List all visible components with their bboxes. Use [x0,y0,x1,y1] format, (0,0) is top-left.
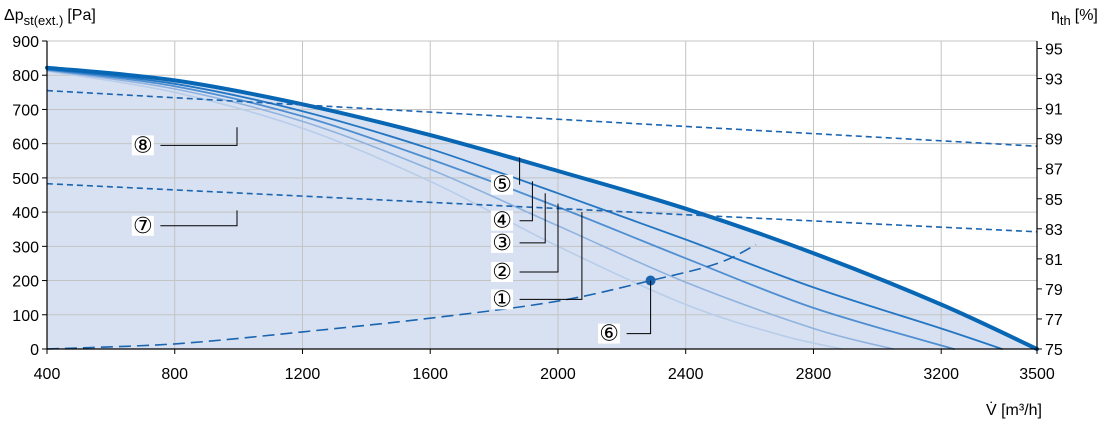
y-right-tick-label: 89 [1045,132,1063,149]
y-right-tick-label: 83 [1045,222,1063,239]
fan-curve-5 [45,65,1039,351]
callout-label: ⑥ [599,322,619,347]
callout-label: ⑤ [492,173,512,198]
y-right-title-unit: [%] [1075,7,1098,24]
y-left-axis-title: Δpst(ext.) [Pa] [4,7,96,28]
y-right-title-sub: th [1060,13,1071,28]
y-right-tick-label: 75 [1045,342,1063,359]
y-left-tick-label: 500 [12,171,39,188]
y-right-tick-label: 77 [1045,312,1063,329]
callout-badge [131,215,154,236]
fan-curves [45,65,1039,351]
y-right-tick-label: 93 [1045,72,1063,89]
system-curve [46,243,757,350]
y-left-title-unit: [Pa] [67,7,95,24]
callout-label: ③ [492,231,512,256]
fan-curve-1 [46,70,843,350]
callout-badge [491,289,514,310]
callout-label: ① [492,287,512,312]
y-left-title-sub: st(ext.) [24,13,64,28]
callouts: ①② ③④ ⑤ ⑥ ⑦ ⑧ [131,127,652,347]
efficiency-curve-8 [46,89,1038,147]
x-tick-label: 1600 [412,366,448,383]
callout-badge [598,323,621,344]
y-left-tick-label: 100 [12,308,39,325]
callout-badge [491,262,514,282]
axes: 400 800 1200 1600 2000 2400 2800 3200 3500 0 100 20… [12,34,1063,383]
callout-label: ⑦ [133,214,153,239]
y-right-tick-label: 85 [1045,192,1063,209]
y-left-tick-label: 800 [12,68,39,85]
y-right-tick-label: 79 [1045,282,1063,299]
x-tick-label: 2000 [540,366,576,383]
callout-badge [491,174,514,195]
callout-leader [626,280,652,335]
callout-leader [160,127,238,146]
y-left-tick-label: 200 [12,274,39,291]
y-left-tick-label: 900 [12,34,39,51]
callout-label: ④ [492,209,512,234]
dashed-curves [46,89,1038,350]
y-left-tick-label: 600 [12,137,39,154]
y-right-title-main: η [1051,7,1060,24]
x-axis-title: V̇ [m³/h] [986,401,1042,419]
fan-curve-2 [46,69,895,350]
callout-leader [519,181,533,222]
callout-leader [160,210,238,227]
callout-badge [491,210,514,231]
x-tick-label: 3500 [1019,366,1055,383]
callout-label: ② [492,260,512,285]
efficiency-curve-7 [46,182,1038,233]
x-tick-label: 2400 [668,366,704,383]
fan-curve-4 [46,68,1003,350]
y-right-tick-label: 95 [1045,42,1063,59]
x-tick-label: 400 [34,366,61,383]
x-tick-label: 1200 [285,366,321,383]
callout-label: ⑧ [133,133,153,158]
y-left-tick-label: 300 [12,239,39,256]
x-tick-label: 3200 [923,366,959,383]
y-right-tick-label: 91 [1045,102,1063,119]
y-right-axis-title: ηth [%] [1051,7,1098,28]
callout-leader [519,212,583,300]
y-left-title-main: Δp [4,7,24,24]
callout-badge [131,135,154,156]
y-right-tick-label: 81 [1045,252,1063,269]
callout-badge [491,232,514,253]
callout-leader [519,193,546,244]
x-tick-label: 800 [161,366,188,383]
y-left-tick-label: 0 [30,342,39,359]
operating-point [645,275,656,286]
x-tick-label: 2800 [796,366,832,383]
y-left-tick-label: 400 [12,205,39,222]
y-left-tick-label: 700 [12,102,39,119]
grid [47,40,1037,349]
callout-leader [519,203,559,273]
y-right-tick-label: 87 [1045,162,1063,179]
